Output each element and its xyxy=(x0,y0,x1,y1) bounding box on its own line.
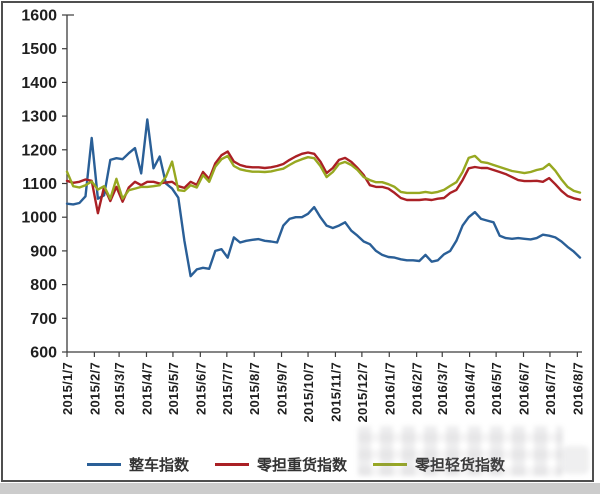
svg-text:1500: 1500 xyxy=(21,41,57,58)
legend-line-swatch-ltl-light xyxy=(373,463,407,466)
svg-text:2015/8/7: 2015/8/7 xyxy=(247,362,262,415)
svg-text:2016/2/7: 2016/2/7 xyxy=(410,362,425,415)
svg-text:1400: 1400 xyxy=(21,75,57,92)
svg-text:2015/1/7: 2015/1/7 xyxy=(60,362,75,415)
legend-label-ltl-heavy: 零担重货指数 xyxy=(256,457,347,474)
svg-text:2015/10/7: 2015/10/7 xyxy=(301,362,316,423)
bottom-strip xyxy=(0,483,600,494)
svg-text:800: 800 xyxy=(30,277,57,294)
svg-text:2016/5/7: 2016/5/7 xyxy=(489,362,504,415)
legend-item-ltl-heavy-index: 零担重货指数 xyxy=(214,454,347,475)
svg-text:600: 600 xyxy=(30,345,57,362)
svg-text:2016/3/7: 2016/3/7 xyxy=(435,362,450,415)
svg-text:1100: 1100 xyxy=(22,176,57,193)
svg-text:2016/4/7: 2016/4/7 xyxy=(463,362,478,415)
legend-line-swatch-ftl xyxy=(86,463,121,466)
svg-text:700: 700 xyxy=(30,311,57,328)
svg-text:1000: 1000 xyxy=(21,210,57,227)
svg-text:2016/8/7: 2016/8/7 xyxy=(570,362,585,415)
legend-label-ftl: 整车指数 xyxy=(128,457,189,474)
svg-text:900: 900 xyxy=(30,243,57,260)
svg-text:2016/7/7: 2016/7/7 xyxy=(543,362,558,415)
svg-text:2015/11/7: 2015/11/7 xyxy=(328,362,343,422)
svg-text:2015/3/7: 2015/3/7 xyxy=(112,362,127,415)
legend-label-ltl-light: 零担轻货指数 xyxy=(415,457,506,474)
svg-text:2015/2/7: 2015/2/7 xyxy=(87,362,102,415)
svg-text:1200: 1200 xyxy=(21,142,57,159)
svg-text:2015/6/7: 2015/6/7 xyxy=(193,362,208,415)
svg-text:1600: 1600 xyxy=(21,8,57,25)
svg-text:1300: 1300 xyxy=(21,109,57,126)
image-border xyxy=(1,1,594,482)
svg-text:2015/7/7: 2015/7/7 xyxy=(220,362,235,415)
legend-item-ftl-index: 整车指数 xyxy=(86,454,189,475)
chart-legend: 整车指数 零担重货指数 零担轻货指数 xyxy=(0,454,592,475)
svg-text:2016/1/7: 2016/1/7 xyxy=(382,362,397,415)
svg-text:2015/9/7: 2015/9/7 xyxy=(275,362,290,415)
legend-line-swatch-ltl-heavy xyxy=(214,463,249,466)
svg-text:2015/4/7: 2015/4/7 xyxy=(139,362,154,415)
svg-text:2016/6/7: 2016/6/7 xyxy=(517,362,532,415)
legend-item-ltl-light-index: 零担轻货指数 xyxy=(373,454,505,475)
svg-text:2015/12/7: 2015/12/7 xyxy=(355,362,370,423)
svg-text:2015/5/7: 2015/5/7 xyxy=(166,362,181,415)
